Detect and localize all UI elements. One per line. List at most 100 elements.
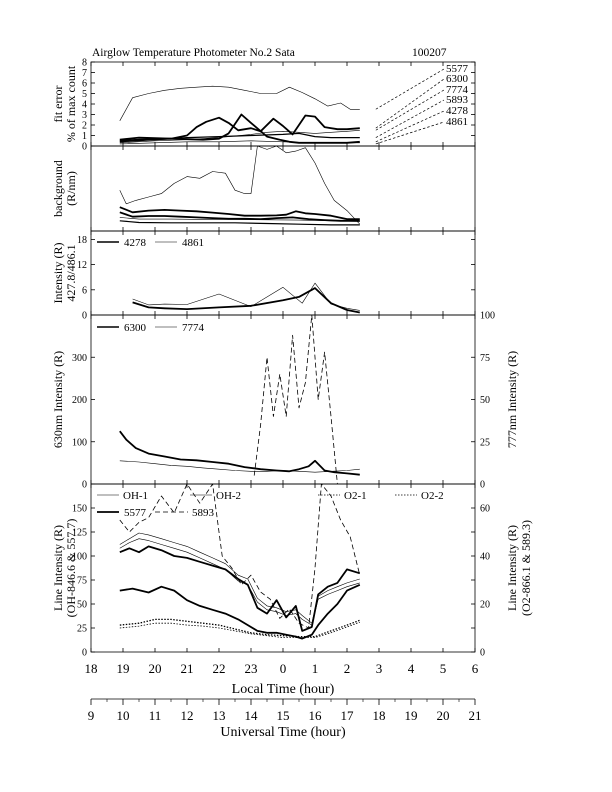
series-4278-line [132,287,360,314]
y-axis-label: (R/nm) [64,171,78,206]
panel-frame-5 [90,483,476,653]
legend-leader-4278 [375,110,445,143]
local-time-tick-label: 2 [344,661,351,676]
ut-tick-label: 9 [88,708,95,723]
ut-tick-label: 10 [117,708,130,723]
series-O2-1-line [119,618,361,638]
universal-time-label: Universal Time (hour) [220,725,346,740]
y-tick-label: 6 [82,79,87,90]
ut-tick-label: 20 [437,708,450,723]
axis-labels: 18 19 20 21 22 23 0 1 2 3 4 5 69 10 11 12 13 14 15 16 17 18 19… [51,58,533,724]
panel-frame-1 [90,61,476,147]
series-O2-2-line [119,621,360,638]
legend-leader-7774 [375,89,445,131]
local-time-label: Local Time (hour) [232,682,335,697]
y-axis-label: Line Intensity (R) [51,525,65,611]
y-axis-label-right: 777nm Intensity (R) [505,351,519,448]
local-time-tick-label: 4 [408,661,415,676]
y-axis-label: fit error [51,86,65,123]
series-4861-line [132,282,360,311]
y-tick-label-right: 0 [480,480,485,491]
series-OH-1-line [119,532,360,624]
legend-label-4278: 4278 [124,237,147,249]
ut-tick-label: 14 [245,708,259,723]
y-axis-label-right: (O2-866.1 & 589.3) [519,520,533,616]
figure-title: Airglow Temperature Photometer No.2 Sata [92,47,295,59]
y-tick-label: 200 [72,395,87,406]
ut-tick-label: 11 [149,708,162,723]
legend-label-5893: 5893 [446,94,469,106]
y-tick-label: 5 [82,89,87,100]
series-5577-low-line [119,583,361,640]
y-tick-label: 300 [72,353,87,364]
y-tick-label: 2 [82,121,87,132]
ut-tick-label: 15 [277,708,290,723]
y-axis-label: 630nm Intensity (R) [51,351,65,448]
series-4278-line [119,132,360,143]
y-tick-label: 125 [72,528,87,539]
y-axis-label: Intensity (R) [51,243,65,304]
series-6300-line [119,430,360,476]
series-5893-line [119,217,360,222]
y-tick-label-right: 40 [480,552,490,563]
legend-label-O2-1: O2-1 [344,490,367,502]
series-7774-intensity-line [253,314,338,485]
legend-label-O2-2: O2-2 [421,490,444,502]
legend-label-OH-2: OH-2 [216,490,241,502]
series-7774-line [119,145,361,225]
series-5577-line [119,545,361,632]
local-time-tick-label: 1 [312,661,319,676]
y-tick-label: 25 [77,624,87,635]
local-time-tick-label: 3 [376,661,383,676]
legend-label-7774: 7774 [182,322,205,334]
axis-ticks [90,61,476,705]
legend-label-6300: 6300 [446,73,469,85]
local-time-tick-label: 19 [117,661,130,676]
y-tick-label: 150 [72,504,87,515]
y-tick-label: 4 [82,100,87,111]
series-5577-line [119,206,360,221]
legend-label-7774: 7774 [446,84,469,96]
y-tick-label-right: 100 [480,311,495,322]
legend-label-4861: 4861 [446,116,468,128]
ut-tick-label: 12 [181,708,194,723]
y-tick-label: 75 [77,576,87,587]
series-6300-line [119,211,360,222]
local-time-tick-label: 22 [213,661,226,676]
series-OH-2-line [119,538,360,626]
legend-leader-5893 [375,99,445,138]
series-5577-line [119,114,360,142]
y-tick-label-right: 25 [480,437,490,448]
local-time-tick-label: 0 [280,661,287,676]
series-6300-line [119,113,360,144]
ut-tick-label: 16 [309,708,323,723]
series-4861-line [119,140,360,145]
local-time-tick-label: 21 [181,661,194,676]
local-time-tick-label: 20 [149,661,162,676]
legend-leader-4861 [375,121,445,145]
y-tick-label: 12 [77,260,87,271]
figure-date-code: 100207 [412,47,447,59]
legend-label-5577: 5577 [124,507,147,519]
panel-frame-4 [90,314,476,485]
series-5893-line [119,483,361,629]
y-tick-label: 50 [77,600,87,611]
local-time-tick-label: 6 [472,661,479,676]
y-tick-label: 18 [77,235,87,246]
y-tick-label: 0 [82,142,87,153]
ut-tick-label: 13 [213,708,226,723]
legend-label-4861: 4861 [182,237,204,249]
y-tick-label: 6 [82,285,87,296]
ut-tick-label: 21 [469,708,482,723]
y-tick-label: 100 [72,437,87,448]
legend-label-OH-1: OH-1 [123,490,148,502]
y-axis-label: (OH-846.6 & 557.7) [64,519,78,618]
y-tick-label-right: 0 [480,648,485,659]
legend-label-5893: 5893 [192,507,215,519]
y-tick-label: 0 [82,480,87,491]
y-tick-label: 0 [82,648,87,659]
y-tick-label-right: 75 [480,353,490,364]
y-axis-label-right: Line Intensity (R) [505,525,519,611]
legend-label-4278: 4278 [446,105,469,117]
y-tick-label: 100 [72,552,87,563]
